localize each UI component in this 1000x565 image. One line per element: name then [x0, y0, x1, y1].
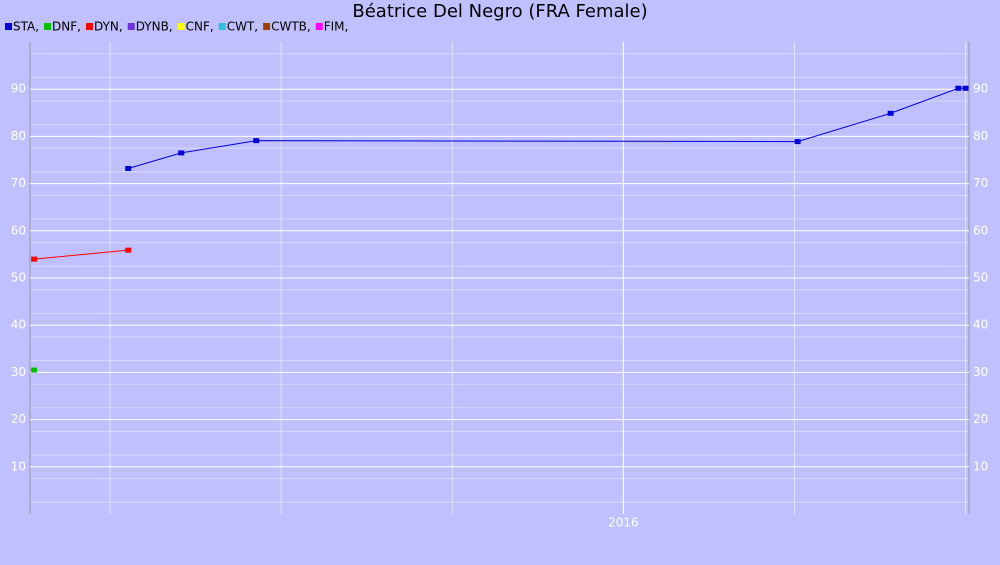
y2-tick-label: 10	[973, 459, 988, 473]
y-tick-label: 20	[11, 412, 26, 426]
y-tick-label: 90	[11, 82, 26, 96]
y-tick-label: 30	[11, 365, 26, 379]
y-tick-label: 40	[11, 318, 26, 332]
legend-swatch	[85, 23, 93, 30]
point	[794, 139, 801, 145]
y-tick-label: 80	[11, 129, 26, 143]
point	[253, 138, 260, 144]
legend-label: CWT,	[227, 20, 258, 34]
legend-label: DYN,	[94, 20, 123, 34]
y2-tick-label: 30	[973, 365, 988, 379]
legend-swatch	[5, 23, 12, 30]
legend-label: DYNB,	[136, 20, 173, 34]
legend-swatch	[177, 23, 185, 30]
point	[125, 247, 132, 253]
y2-tick-label: 90	[973, 82, 988, 96]
chart-title: Béatrice Del Negro (FRA Female)	[352, 1, 647, 22]
y-tick-label: 60	[11, 223, 26, 237]
point	[955, 85, 962, 91]
legend-label: CNF,	[186, 20, 214, 34]
legend-swatch	[127, 23, 135, 30]
point	[178, 150, 185, 156]
y-tick-label: 50	[11, 271, 26, 285]
y2-tick-label: 50	[973, 271, 988, 285]
legend-swatch	[263, 23, 271, 30]
point	[887, 110, 894, 116]
point	[962, 85, 969, 91]
y2-tick-label: 40	[973, 318, 988, 332]
y-tick-label: 70	[11, 176, 26, 190]
series-line	[128, 87, 966, 169]
legend-label: DNF,	[52, 20, 81, 34]
legend-label: STA,	[13, 20, 39, 34]
legend-swatch	[315, 23, 323, 30]
y-tick-label: 10	[11, 459, 26, 473]
legend-label: CWTB,	[271, 20, 311, 34]
y2-tick-label: 20	[973, 412, 988, 426]
legend-swatch	[218, 23, 226, 30]
y2-tick-label: 70	[973, 176, 988, 190]
point	[31, 256, 38, 262]
y2-tick-label: 60	[973, 223, 988, 237]
legend-swatch	[44, 23, 52, 30]
point	[125, 165, 132, 171]
y2-tick-label: 80	[973, 129, 988, 143]
point	[31, 367, 38, 373]
legend-label: FIM,	[324, 20, 349, 34]
x-tick-label: 2016	[608, 516, 639, 530]
series-line	[34, 249, 129, 260]
